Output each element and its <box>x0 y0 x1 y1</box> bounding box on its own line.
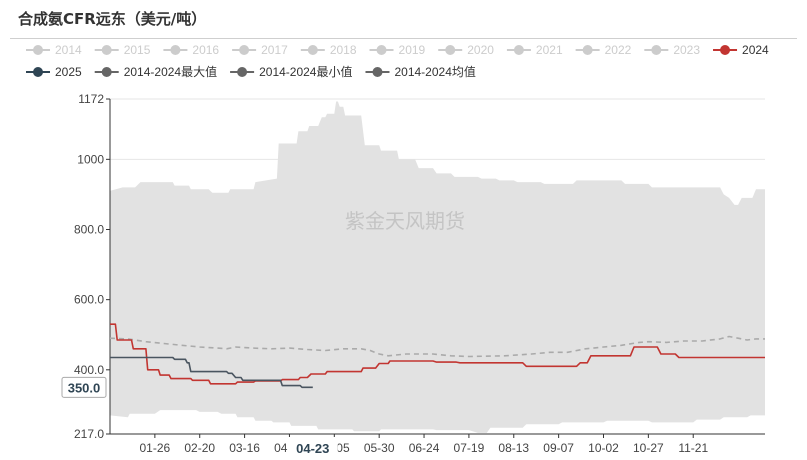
y-tick-label: 217.0 <box>74 427 104 441</box>
watermark-text: 紫金天风期货 <box>345 209 465 233</box>
legend-label: 2023 <box>673 43 700 57</box>
legend-label: 2020 <box>467 43 494 57</box>
legend-label: 2022 <box>605 43 632 57</box>
legend-label: 2014-2024最小值 <box>259 64 352 79</box>
legend-label: 2014-2024均值 <box>394 64 475 79</box>
x-tick-label: 02-20 <box>184 441 215 455</box>
y-pointer-label-box <box>61 376 107 398</box>
x-tick-label: 05-30 <box>364 441 395 455</box>
legend-marker-icon <box>237 67 248 77</box>
x-tick-label: 08-13 <box>498 441 529 455</box>
legend-marker-icon <box>101 67 112 77</box>
legend-marker-icon <box>582 45 593 55</box>
legend-label: 2014 <box>55 43 82 57</box>
y-tick-label: 1172 <box>78 92 104 106</box>
x-tick-label: 03-16 <box>229 441 260 455</box>
legend-label: 2024 <box>742 43 769 57</box>
series-line-2024 <box>110 323 765 385</box>
legend-item[interactable]: 2018 <box>300 43 357 57</box>
legend-item[interactable]: 2024 <box>713 43 769 57</box>
legend-label: 2016 <box>192 43 219 57</box>
legend-label: 2014-2024最大值 <box>124 64 217 79</box>
x-pointer-label-box <box>287 437 338 459</box>
legend-marker-icon <box>445 45 456 55</box>
legend-item[interactable]: 2020 <box>438 43 494 57</box>
legend-marker-icon <box>376 45 387 55</box>
legend-item[interactable]: 2015 <box>94 43 151 57</box>
y-tick-label: 600.0 <box>74 293 104 307</box>
series-line-2014-2024均值 <box>109 335 765 358</box>
x-tick-label: 07-19 <box>454 441 485 455</box>
y-tick-label: 400.0 <box>74 363 104 377</box>
x-tick-label: 10-27 <box>633 441 664 455</box>
legend-label: 2018 <box>330 43 357 57</box>
legend-item[interactable]: 2019 <box>369 43 426 57</box>
x-tick-label: 06-24 <box>409 441 440 455</box>
x-tick-label: 10-02 <box>588 441 619 455</box>
series-line-2025 <box>110 356 313 389</box>
legend-marker-icon <box>372 67 383 77</box>
legend-label: 2021 <box>536 43 563 57</box>
legend-item[interactable]: 2023 <box>644 43 700 57</box>
legend-marker-icon <box>651 45 662 55</box>
y-pointer-label: 350.0 <box>68 380 101 395</box>
legend-item[interactable]: 2014 <box>26 43 82 57</box>
legend-marker-icon <box>239 45 250 55</box>
range-band-area <box>110 101 765 433</box>
legend-marker-icon <box>101 45 112 55</box>
legend-marker-icon <box>720 45 731 55</box>
title-divider <box>10 38 797 39</box>
legend-item[interactable]: 2017 <box>232 43 288 57</box>
legend-label: 2015 <box>124 43 151 57</box>
legend-label: 2017 <box>261 43 288 57</box>
x-pointer-label: 04-23 <box>296 441 329 456</box>
legend-item[interactable]: 2014-2024最大值 <box>94 64 217 79</box>
legend-item[interactable]: 2014-2024均值 <box>365 64 476 79</box>
y-tick-label: 1000 <box>77 152 104 166</box>
x-tick-label: 11-21 <box>678 441 708 455</box>
legend-marker-icon <box>513 45 524 55</box>
legend-marker-icon <box>307 45 318 55</box>
x-tick-label: 01-26 <box>140 441 171 455</box>
legend-marker-icon <box>170 45 181 55</box>
y-tick-label: 800.0 <box>74 222 104 236</box>
legend-item[interactable]: 2022 <box>575 43 632 57</box>
legend-item[interactable]: 2025 <box>26 65 82 79</box>
legend-marker-icon <box>33 45 43 55</box>
legend-item[interactable]: 2021 <box>506 43 563 57</box>
x-tick-label: 09-07 <box>543 441 574 455</box>
legend-item[interactable]: 2016 <box>163 43 219 57</box>
legend-label: 2019 <box>399 43 426 57</box>
legend-marker-icon <box>33 67 43 77</box>
chart-title: 合成氨CFR远东（美元/吨） <box>18 10 207 28</box>
legend-label: 2025 <box>55 65 82 79</box>
legend-item[interactable]: 2014-2024最小值 <box>230 64 352 79</box>
